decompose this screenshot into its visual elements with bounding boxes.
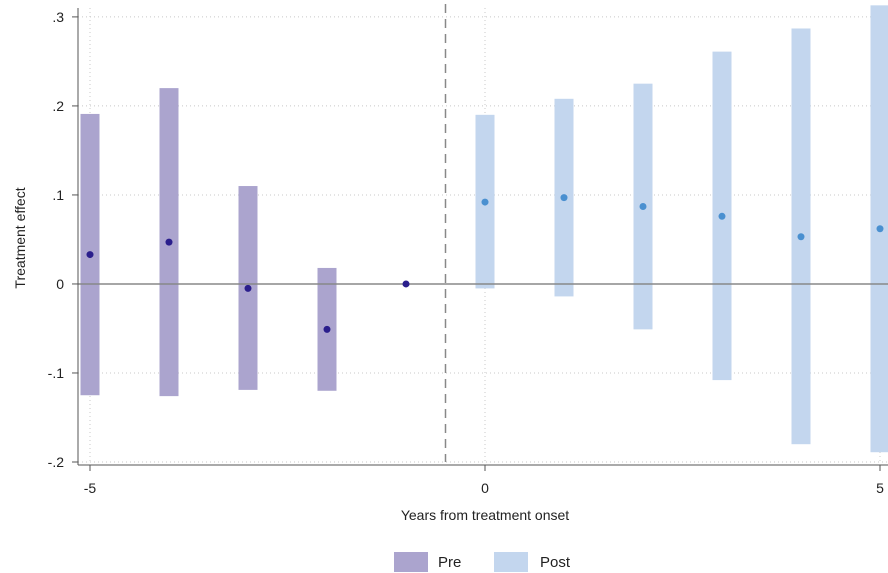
- x-tick-label: 5: [876, 480, 884, 496]
- legend-swatch-pre: [394, 552, 428, 572]
- point-estimate-post: [639, 203, 647, 211]
- axes: -.2 -.1 0 .1 .2 .3 -5 0 5: [48, 8, 888, 496]
- point-estimate-pre: [402, 280, 410, 288]
- point-estimates: [86, 194, 884, 333]
- legend: Pre Post: [394, 552, 571, 572]
- point-estimate-pre: [244, 284, 252, 292]
- y-tick-label: -.2: [48, 454, 65, 470]
- point-estimate-post: [797, 233, 805, 241]
- y-tick-label: .2: [52, 98, 64, 114]
- point-estimate-pre: [323, 325, 331, 333]
- point-estimate-pre: [165, 238, 173, 246]
- x-axis-title: Years from treatment onset: [401, 507, 569, 523]
- legend-swatch-post: [494, 552, 528, 572]
- legend-label-post: Post: [540, 554, 571, 571]
- point-estimate-pre: [86, 251, 94, 259]
- y-tick-label: 0: [56, 276, 64, 292]
- reference-lines: [78, 4, 888, 462]
- y-axis-title: Treatment effect: [12, 187, 28, 288]
- legend-label-pre: Pre: [438, 554, 461, 571]
- x-tick-label: -5: [84, 480, 97, 496]
- y-tick-label: -.1: [48, 365, 65, 381]
- confidence-interval-bars: [80, 5, 888, 453]
- point-estimate-post: [560, 194, 568, 202]
- y-tick-label: .1: [52, 187, 64, 203]
- point-estimate-post: [876, 225, 884, 233]
- point-estimate-post: [481, 198, 489, 206]
- y-tick-label: .3: [52, 9, 64, 25]
- point-estimate-post: [718, 212, 726, 220]
- x-tick-label: 0: [481, 480, 489, 496]
